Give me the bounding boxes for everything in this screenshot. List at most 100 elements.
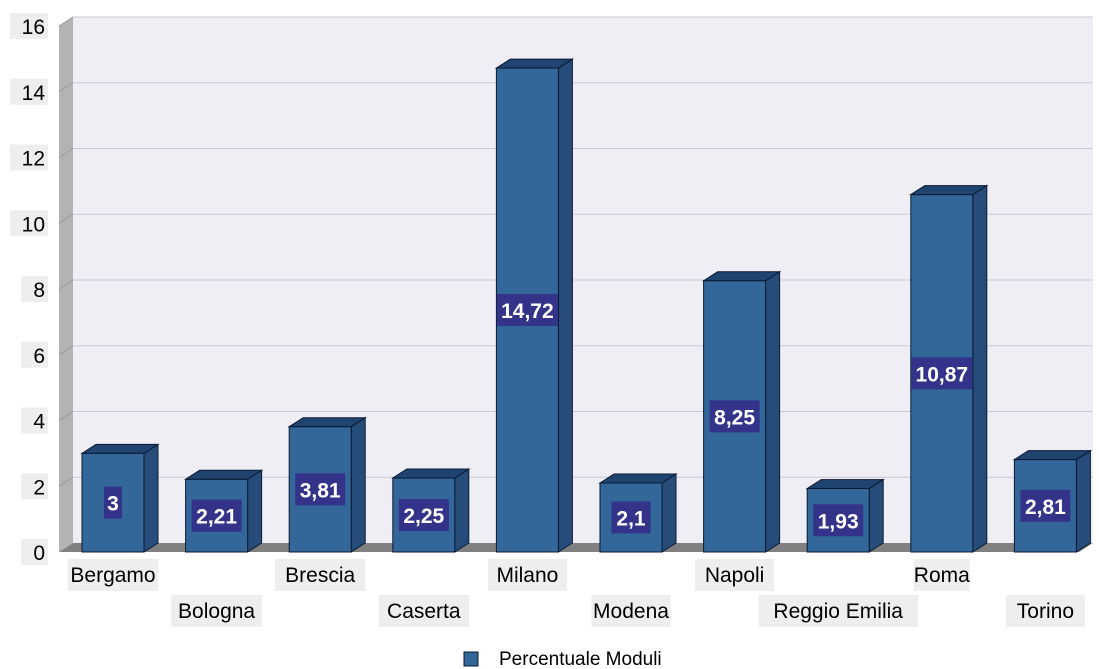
bar-side — [143, 443, 159, 553]
x-tick-background — [913, 559, 970, 591]
y-tick-label: 16 — [22, 16, 45, 39]
bar-side — [972, 184, 988, 553]
data-label: 2,21 — [191, 499, 242, 532]
bar-side — [454, 468, 470, 553]
y-tick-background — [21, 276, 48, 302]
gridline-wall — [58, 213, 74, 224]
gridline-wall — [58, 411, 74, 421]
x-tick-background — [487, 559, 567, 591]
x-tick-background — [695, 559, 775, 591]
gridline-wall — [58, 279, 74, 290]
y-tick-label: 0 — [33, 542, 45, 565]
data-label-text: 8,25 — [714, 406, 755, 429]
bar-top — [80, 443, 160, 454]
gridline-wall — [58, 82, 74, 93]
bar-side — [557, 58, 573, 553]
bar-top — [701, 271, 782, 282]
bar-side — [1075, 449, 1091, 553]
x-tick-background — [1005, 595, 1085, 627]
bar-top — [183, 469, 264, 480]
y-tick: 6 — [21, 341, 48, 368]
y-tick-label: 10 — [22, 213, 45, 236]
data-label-text: 10,87 — [916, 363, 969, 386]
bar-side — [350, 416, 366, 553]
x-tick: Milano — [487, 559, 567, 591]
y-tick-background — [21, 539, 48, 565]
data-label-background — [1020, 489, 1071, 522]
y-tick-label: 12 — [22, 148, 45, 171]
y-tick: 4 — [21, 407, 48, 434]
y-tick-background — [21, 473, 48, 500]
legend-swatch — [463, 651, 479, 667]
x-tick-label: Napoli — [705, 564, 765, 587]
data-label: 2,81 — [1020, 489, 1071, 522]
data-label-text: 14,72 — [501, 300, 554, 323]
gridline-wall — [58, 345, 74, 356]
y-tick-label: 14 — [22, 82, 46, 105]
data-label: 14,72 — [496, 294, 558, 327]
x-tick: Caserta — [378, 595, 470, 627]
bar-side — [661, 473, 677, 553]
data-label-text: 2,1 — [616, 507, 646, 530]
data-label: 2,25 — [398, 499, 449, 532]
bar-side — [247, 469, 263, 553]
x-tick-background — [591, 595, 671, 627]
data-label-background — [398, 499, 449, 532]
data-label-text: 2,25 — [403, 505, 444, 528]
bar-side — [868, 478, 884, 553]
data-label: 10,87 — [911, 357, 973, 390]
gridline-wall — [58, 16, 74, 27]
data-label-background — [911, 357, 973, 390]
y-tick: 14 — [10, 78, 48, 105]
x-tick: Bologna — [171, 595, 262, 627]
legend-label: Percentuale Moduli — [499, 649, 662, 669]
x-tick-background — [171, 595, 262, 627]
y-tick-background — [10, 210, 48, 237]
x-tick: Roma — [914, 559, 970, 591]
x-tick-label: Modena — [593, 600, 669, 623]
y-axis: 0 2 4 6 8 10 12 14 16 — [10, 13, 48, 565]
data-label-background — [611, 501, 651, 534]
y-tick-background — [10, 144, 48, 171]
y-tick-label: 8 — [33, 279, 45, 302]
bar-top — [1012, 450, 1093, 461]
gridline-wall — [58, 476, 74, 487]
data-label-text: 3,81 — [300, 479, 341, 502]
x-tick-label: Bologna — [178, 600, 255, 623]
x-tick-label: Brescia — [285, 564, 355, 587]
x-tick-label: Caserta — [387, 600, 461, 623]
x-tick-label: Milano — [496, 564, 558, 587]
data-label: 1,93 — [813, 504, 864, 537]
bar-top — [598, 473, 678, 484]
data-label-background — [496, 294, 558, 327]
y-tick: 16 — [10, 13, 48, 39]
x-tick: Napoli — [695, 559, 775, 591]
data-label-text: 3 — [107, 493, 119, 516]
y-tick-background — [21, 341, 48, 368]
y-tick-background — [10, 13, 48, 39]
x-tick-label: Roma — [914, 564, 970, 587]
x-tick-background — [758, 595, 918, 627]
bar-top — [287, 417, 367, 428]
data-label-background — [191, 499, 242, 532]
gridline-wall — [58, 148, 74, 158]
y-tick: 8 — [21, 276, 48, 302]
y-tick-background — [10, 78, 48, 105]
bar-top — [805, 479, 885, 490]
x-axis: Bergamo Bologna Brescia Caserta Milano Modena… — [67, 559, 1085, 627]
legend: Percentuale Moduli — [463, 649, 662, 669]
x-tick: Reggio Emilia — [758, 595, 918, 627]
x-tick: Brescia — [274, 559, 366, 591]
x-tick-background — [378, 595, 470, 627]
x-tick-label: Reggio Emilia — [773, 600, 903, 623]
y-tick-label: 2 — [33, 476, 45, 499]
data-label: 3,81 — [295, 473, 346, 506]
x-tick-background — [67, 559, 159, 591]
y-tick-background — [21, 407, 48, 434]
bar-side — [765, 270, 781, 553]
data-labels: 3 2,21 3,81 2,25 14,72 2,1 8,25 1,93 10,87 2,81 — [104, 294, 1071, 537]
x-tick: Torino — [1005, 595, 1085, 627]
x-tick-label: Torino — [1017, 600, 1074, 623]
x-tick-label: Bergamo — [70, 564, 155, 587]
